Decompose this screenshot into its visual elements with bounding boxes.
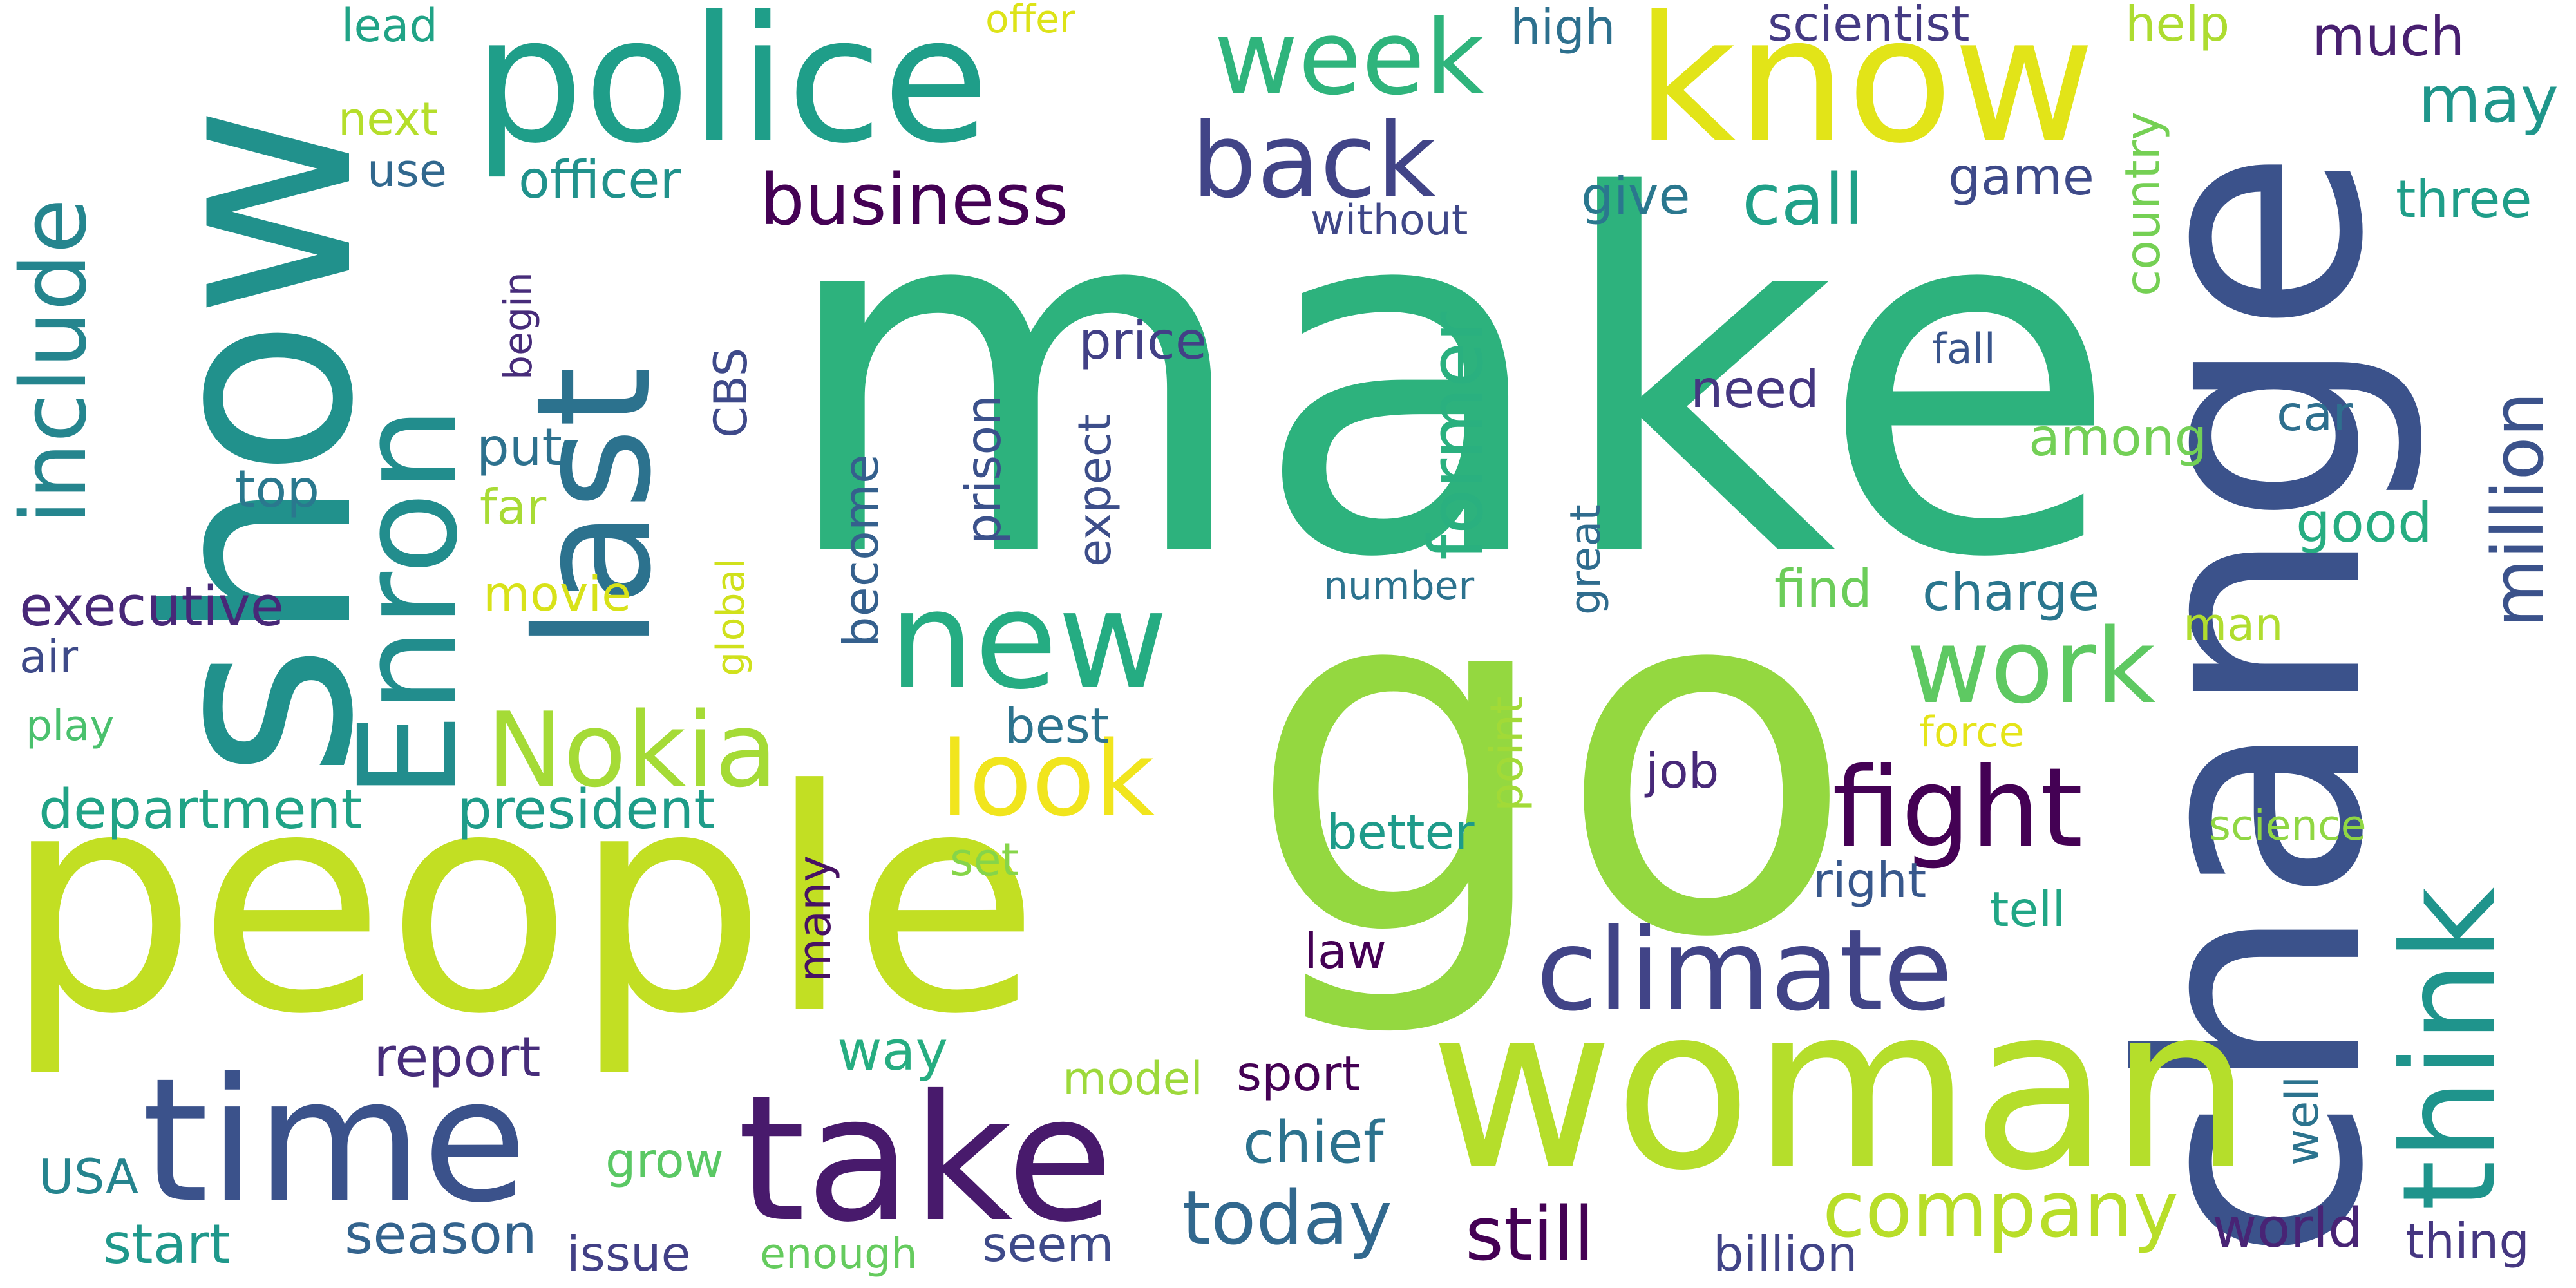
word-air: air xyxy=(19,630,79,683)
word-officer: officer xyxy=(518,150,681,210)
word-set: set xyxy=(950,833,1019,886)
word-climate: climate xyxy=(1536,905,1953,1036)
word-point: point xyxy=(1481,696,1533,811)
word-seem: seem xyxy=(982,1216,1114,1273)
word-cbs: CBS xyxy=(705,347,757,438)
word-start: start xyxy=(103,1213,231,1276)
word-thing: thing xyxy=(2405,1213,2530,1269)
word-offer: offer xyxy=(985,0,1075,42)
word-way: way xyxy=(837,1019,948,1083)
word-much: much xyxy=(2312,5,2465,69)
word-report: report xyxy=(374,1026,541,1090)
word-police: police xyxy=(473,0,990,182)
word-million: million xyxy=(2477,392,2559,628)
word-become: become xyxy=(833,453,889,647)
word-fight: fight xyxy=(1832,744,2083,872)
word-billion: billion xyxy=(1713,1226,1858,1282)
word-charge: charge xyxy=(1922,562,2100,622)
word-among: among xyxy=(2029,408,2208,468)
word-fall: fall xyxy=(1932,325,1996,374)
word-enough: enough xyxy=(760,1230,918,1278)
word-work: work xyxy=(1906,606,2156,726)
word-woman: woman xyxy=(1430,957,2253,1220)
word-take: take xyxy=(737,1057,1114,1260)
word-begin: begin xyxy=(496,272,541,380)
word-high: high xyxy=(1510,0,1616,55)
word-model: model xyxy=(1063,1052,1203,1105)
word-country: country xyxy=(2114,111,2171,296)
word-number: number xyxy=(1323,564,1475,609)
word-force: force xyxy=(1919,708,2025,757)
word-help: help xyxy=(2125,0,2230,52)
word-price: price xyxy=(1079,311,1208,371)
word-time: time xyxy=(142,1042,527,1240)
word-people: people xyxy=(3,725,1041,1081)
word-better: better xyxy=(1327,804,1475,860)
word-world: world xyxy=(2212,1197,2363,1260)
word-scientist: scientist xyxy=(1768,0,1970,52)
word-right: right xyxy=(1813,852,1927,909)
word-make: make xyxy=(776,95,2120,665)
word-new: new xyxy=(889,562,1169,719)
word-look: look xyxy=(940,719,1155,839)
word-still: still xyxy=(1465,1191,1595,1278)
word-include: include xyxy=(2,198,107,525)
word-top: top xyxy=(235,459,320,519)
word-job: job xyxy=(1645,743,1719,799)
word-man: man xyxy=(2183,598,2284,651)
word-may: may xyxy=(2418,62,2559,137)
word-president: president xyxy=(457,778,715,842)
word-well: well xyxy=(2276,1075,2329,1166)
word-call: call xyxy=(1742,158,1864,241)
word-prison: prison xyxy=(955,395,1012,544)
word-car: car xyxy=(2277,385,2353,442)
word-without: without xyxy=(1311,196,1468,245)
word-put: put xyxy=(477,417,562,477)
word-lead: lead xyxy=(341,0,438,52)
word-find: find xyxy=(1774,559,1872,619)
word-movie: movie xyxy=(483,565,632,622)
word-next: next xyxy=(338,93,439,146)
word-company: company xyxy=(1823,1166,2179,1255)
word-game: game xyxy=(1948,147,2094,207)
word-today: today xyxy=(1182,1175,1392,1262)
word-law: law xyxy=(1304,923,1387,980)
word-grow: grow xyxy=(605,1132,724,1189)
word-good: good xyxy=(2296,491,2432,555)
word-best: best xyxy=(1005,697,1110,754)
word-know: know xyxy=(1636,0,2096,182)
word-issue: issue xyxy=(567,1226,691,1282)
word-business: business xyxy=(760,158,1069,241)
word-department: department xyxy=(39,778,363,842)
word-enron: Enron xyxy=(330,406,488,799)
word-expect: expect xyxy=(1068,414,1121,567)
word-global: global xyxy=(708,558,753,676)
word-back: back xyxy=(1191,100,1437,221)
word-many: many xyxy=(788,855,841,982)
word-play: play xyxy=(26,702,115,750)
word-science: science xyxy=(2209,802,2367,850)
word-far: far xyxy=(480,478,547,535)
word-former: former xyxy=(1414,311,1500,560)
word-think: think xyxy=(2375,886,2525,1211)
word-chief: chief xyxy=(1243,1109,1384,1177)
word-give: give xyxy=(1581,166,1690,226)
word-nokia: Nokia xyxy=(486,690,778,810)
word-tell: tell xyxy=(1990,881,2066,938)
word-sport: sport xyxy=(1236,1045,1361,1102)
word-season: season xyxy=(345,1203,537,1267)
word-executive: executive xyxy=(19,575,284,639)
word-usa: USA xyxy=(39,1148,139,1205)
word-go: go xyxy=(1246,475,1857,1045)
word-week: week xyxy=(1214,0,1485,118)
word-need: need xyxy=(1690,359,1819,419)
word-three: three xyxy=(2396,169,2532,229)
word-great: great xyxy=(1562,504,1610,615)
word-use: use xyxy=(367,144,447,197)
